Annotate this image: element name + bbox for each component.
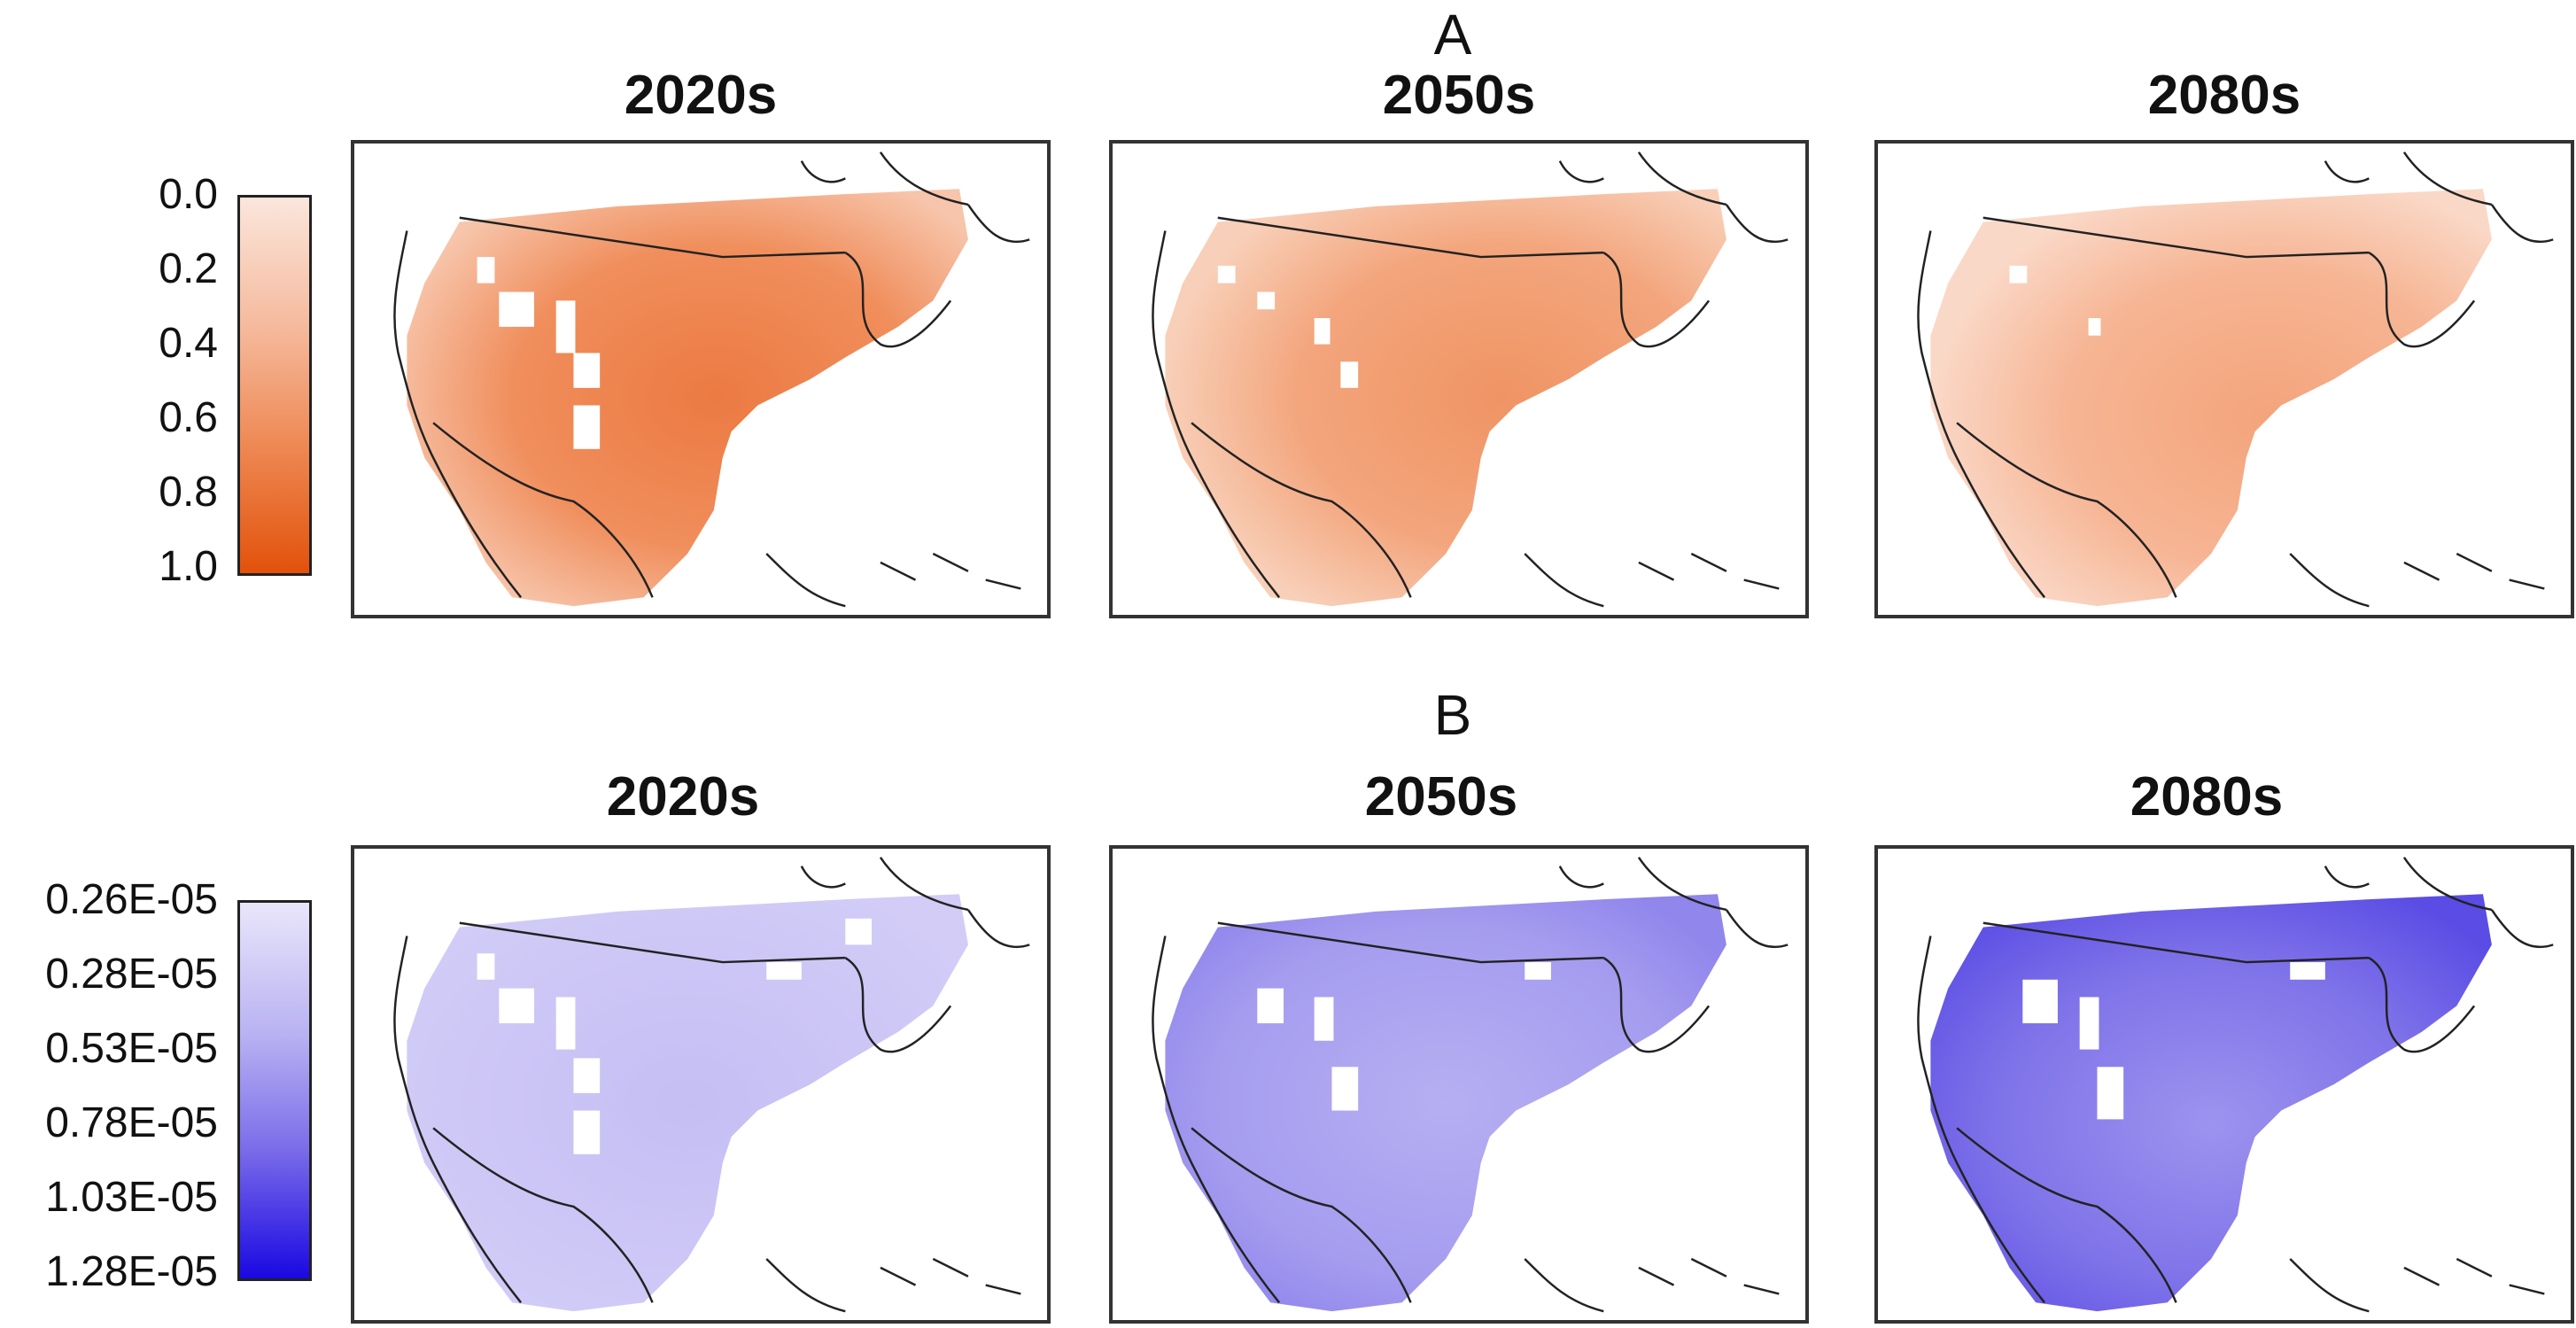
colorbar-a: [237, 195, 312, 576]
map-b1: [354, 849, 1047, 1320]
map-panel-a1: [351, 140, 1051, 618]
colorbar-a-tick: 0.2: [0, 248, 218, 291]
colorbar-b-tick: 0.26E-05: [0, 879, 218, 921]
colorbar-b-tick: 1.03E-05: [0, 1177, 218, 1219]
panel-b3-title: 2080s: [1857, 765, 2557, 828]
map-a1: [354, 144, 1047, 615]
panel-a3-title: 2080s: [1874, 64, 2574, 127]
map-panel-b2: [1109, 845, 1809, 1324]
colorbar-b-tick: 0.78E-05: [0, 1102, 218, 1145]
colorbar-a-tick: 0.8: [0, 471, 218, 514]
map-panel-b3: [1874, 845, 2574, 1324]
colorbar-b-tick: 0.28E-05: [0, 953, 218, 996]
map-a3: [1878, 144, 2571, 615]
colorbar-a-tick: 0.4: [0, 322, 218, 365]
colorbar-b: [237, 900, 312, 1281]
map-b3: [1878, 849, 2571, 1320]
panel-a2-title: 2050s: [1109, 64, 1809, 127]
map-panel-b1: [351, 845, 1051, 1324]
map-panel-a3: [1874, 140, 2574, 618]
panel-b1-title: 2020s: [333, 765, 1033, 828]
colorbar-a-tick: 1.0: [0, 546, 218, 588]
map-b2: [1113, 849, 1805, 1320]
row-b-label: B: [1400, 682, 1506, 748]
colorbar-b-tick: 1.28E-05: [0, 1251, 218, 1293]
row-a-label: A: [1400, 2, 1506, 67]
colorbar-a-tick: 0.0: [0, 174, 218, 216]
panel-a1-title: 2020s: [351, 64, 1051, 127]
colorbar-b-tick: 0.53E-05: [0, 1028, 218, 1070]
colorbar-a-tick: 0.6: [0, 397, 218, 439]
map-panel-a2: [1109, 140, 1809, 618]
panel-b2-title: 2050s: [1091, 765, 1791, 828]
map-a2: [1113, 144, 1805, 615]
